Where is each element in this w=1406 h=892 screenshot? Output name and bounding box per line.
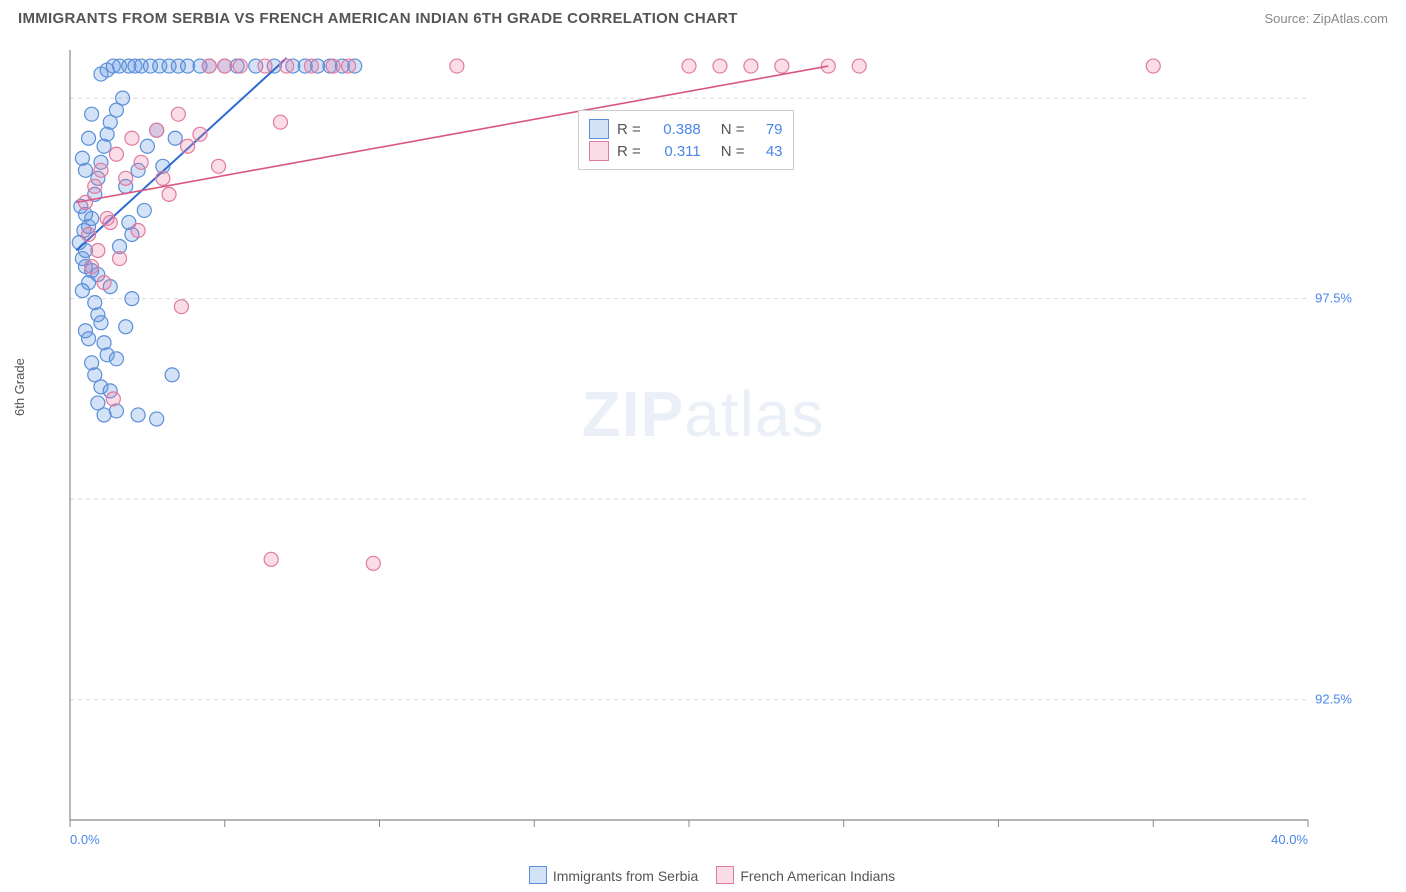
data-point	[85, 211, 99, 225]
data-point	[113, 252, 127, 266]
data-point	[304, 59, 318, 73]
data-point	[91, 244, 105, 258]
data-point	[131, 223, 145, 237]
data-point	[280, 59, 294, 73]
data-point	[82, 131, 96, 145]
source-label: Source: ZipAtlas.com	[1264, 11, 1388, 26]
data-point	[264, 552, 278, 566]
data-point	[106, 392, 120, 406]
stat-r-label: R =	[617, 143, 641, 160]
data-point	[82, 332, 96, 346]
data-point	[233, 59, 247, 73]
data-point	[94, 163, 108, 177]
stat-r-value: 0.311	[649, 143, 701, 160]
legend-label: French American Indians	[740, 868, 895, 884]
data-point	[94, 316, 108, 330]
data-point	[85, 260, 99, 274]
stat-r-value: 0.388	[649, 121, 701, 138]
data-point	[202, 59, 216, 73]
data-point	[137, 203, 151, 217]
data-point	[326, 59, 340, 73]
bottom-legend: Immigrants from Serbia French American In…	[0, 866, 1406, 884]
stat-r-label: R =	[617, 121, 641, 138]
data-point	[273, 115, 287, 129]
data-point	[97, 276, 111, 290]
data-point	[852, 59, 866, 73]
svg-text:0.0%: 0.0%	[70, 832, 100, 847]
data-point	[88, 179, 102, 193]
data-point	[212, 159, 226, 173]
data-point	[193, 127, 207, 141]
data-point	[140, 139, 154, 153]
stat-n-label: N =	[721, 143, 745, 160]
data-point	[165, 368, 179, 382]
legend-swatch	[589, 141, 609, 161]
data-point	[82, 227, 96, 241]
data-point	[1146, 59, 1160, 73]
data-point	[119, 320, 133, 334]
data-point	[131, 408, 145, 422]
legend-swatch	[589, 119, 609, 139]
data-point	[116, 91, 130, 105]
data-point	[181, 139, 195, 153]
chart-area: 6th Grade 92.5%97.5%0.0%40.0% ZIPatlas R…	[18, 42, 1388, 850]
data-point	[218, 59, 232, 73]
chart-title: IMMIGRANTS FROM SERBIA VS FRENCH AMERICA…	[18, 10, 738, 27]
data-point	[150, 412, 164, 426]
data-point	[171, 107, 185, 121]
data-point	[75, 284, 89, 298]
header: IMMIGRANTS FROM SERBIA VS FRENCH AMERICA…	[0, 0, 1406, 33]
data-point	[821, 59, 835, 73]
data-point	[156, 171, 170, 185]
data-point	[174, 300, 188, 314]
legend-label: Immigrants from Serbia	[553, 868, 698, 884]
legend-swatch	[529, 866, 547, 884]
stat-n-label: N =	[721, 121, 745, 138]
legend-swatch	[716, 866, 734, 884]
data-point	[134, 155, 148, 169]
data-point	[168, 131, 182, 145]
data-point	[75, 151, 89, 165]
data-point	[109, 147, 123, 161]
svg-text:97.5%: 97.5%	[1315, 291, 1352, 306]
svg-text:40.0%: 40.0%	[1271, 832, 1308, 847]
data-point	[125, 292, 139, 306]
stats-row: R = 0.388 N = 79	[589, 119, 783, 139]
data-point	[342, 59, 356, 73]
data-point	[366, 556, 380, 570]
stats-legend-box: R = 0.388 N = 79 R = 0.311 N = 43	[578, 110, 794, 170]
data-point	[109, 352, 123, 366]
data-point	[775, 59, 789, 73]
data-point	[258, 59, 272, 73]
data-point	[162, 187, 176, 201]
data-point	[150, 123, 164, 137]
stats-row: R = 0.311 N = 43	[589, 141, 783, 161]
svg-text:92.5%: 92.5%	[1315, 692, 1352, 707]
y-axis-label: 6th Grade	[12, 358, 27, 416]
stat-n-value: 79	[753, 121, 783, 138]
data-point	[119, 171, 133, 185]
data-point	[450, 59, 464, 73]
stat-n-value: 43	[753, 143, 783, 160]
data-point	[682, 59, 696, 73]
data-point	[85, 107, 99, 121]
data-point	[713, 59, 727, 73]
data-point	[103, 215, 117, 229]
data-point	[125, 131, 139, 145]
data-point	[744, 59, 758, 73]
